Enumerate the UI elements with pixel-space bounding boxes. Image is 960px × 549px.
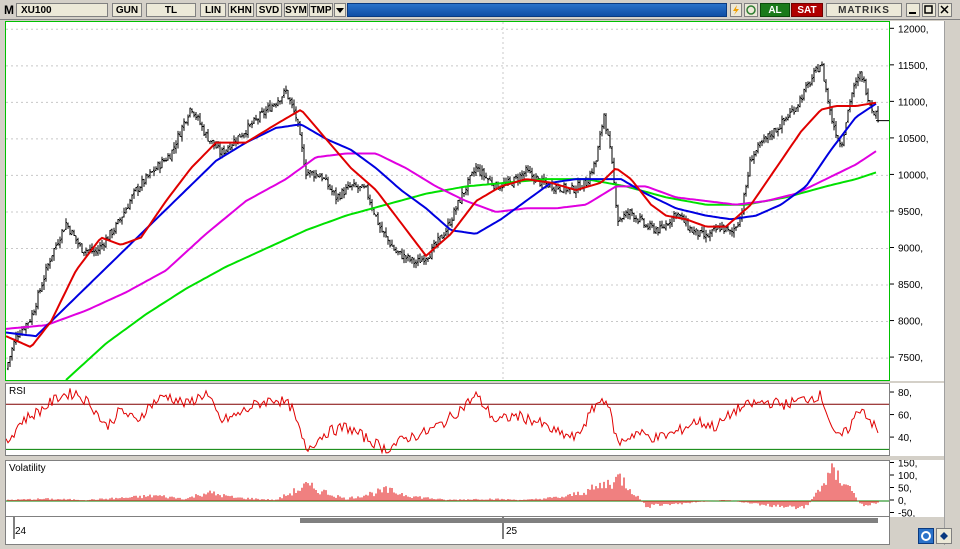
menu-m-label[interactable]: M: [2, 3, 16, 17]
volatility-chart: [6, 463, 889, 510]
price-axis-label: 9000,: [898, 243, 923, 254]
volatility-axis-label: 0,: [898, 496, 906, 507]
refresh-icon[interactable]: [744, 3, 758, 17]
price-grid: [6, 22, 889, 380]
price-axis-label: 10500,: [898, 134, 929, 145]
price-pane[interactable]: [5, 21, 890, 381]
volatility-title: Volatility: [9, 463, 46, 474]
volatility-bars: [7, 463, 879, 510]
volatility-axis-label: -50,: [898, 509, 915, 518]
time-label-24: 24: [15, 526, 27, 537]
time-axis: 24 25: [5, 517, 890, 545]
svd-button[interactable]: SVD: [256, 3, 282, 17]
volatility-axis-label: 50,: [898, 484, 912, 495]
symbol-field[interactable]: XU100: [16, 3, 108, 17]
scale-button[interactable]: LIN: [200, 3, 226, 17]
ma-fast-line: [6, 101, 877, 348]
time-label-25: 25: [506, 526, 518, 537]
ma-slow-line: [6, 150, 877, 330]
settings-button[interactable]: [918, 528, 934, 544]
close-icon: [940, 5, 949, 14]
price-axis-label: 8500,: [898, 280, 923, 291]
rsi-axis-label: 60,: [898, 411, 912, 422]
maximize-icon: [924, 5, 933, 14]
volatility-axis-label: 150,: [898, 460, 917, 470]
buy-button[interactable]: AL: [760, 3, 790, 17]
minimize-button[interactable]: [906, 3, 920, 17]
price-axis-ticks: 12000, 11500, 11000, 10500, 10000, 9500, 9000,…: [890, 24, 929, 364]
price-axis-label: 10000,: [898, 170, 929, 181]
lightning-icon[interactable]: [730, 3, 742, 17]
rsi-axis-label: 40,: [898, 433, 912, 444]
sym-button[interactable]: SYM: [284, 3, 308, 17]
vertical-scrollbar[interactable]: [944, 21, 956, 545]
price-axis-label: 8000,: [898, 317, 923, 328]
price-axis-label: 11500,: [898, 61, 928, 72]
rsi-axis: 80, 60, 40,: [890, 383, 944, 456]
time-axis-ticks: [13, 517, 878, 539]
minimize-icon: [909, 12, 916, 14]
currency-button[interactable]: TL: [146, 3, 196, 17]
rsi-chart: [6, 388, 889, 455]
gear-icon: [921, 531, 931, 541]
price-axis-label: 11000,: [898, 97, 928, 108]
tmp-button[interactable]: TMP: [309, 3, 333, 17]
volatility-axis: 150, 100, 50, 0, -50,: [890, 459, 944, 520]
chevron-down-icon: [336, 8, 344, 13]
price-chart: [6, 22, 889, 380]
khn-button[interactable]: KHN: [228, 3, 254, 17]
volatility-pane[interactable]: Volatility: [5, 460, 890, 517]
price-axis: 12000, 11500, 11000, 10500, 10000, 9500, 9000,…: [890, 21, 944, 381]
rsi-title: RSI: [9, 386, 26, 397]
tmp-dropdown-icon[interactable]: [334, 3, 346, 17]
time-axis-minor-ticks: [300, 518, 878, 523]
maximize-button[interactable]: [922, 3, 936, 17]
close-button[interactable]: [938, 3, 952, 17]
rsi-axis-ticks: 80, 60, 40,: [890, 388, 912, 444]
volatility-axis-label: 100,: [898, 471, 917, 482]
period-button[interactable]: GUN: [112, 3, 142, 17]
volatility-axis-ticks: 150,100, 50,0, -50,: [890, 459, 917, 520]
rsi-axis-label: 80,: [898, 388, 912, 399]
rsi-line: [6, 388, 879, 455]
nav-button[interactable]: [936, 528, 952, 544]
brand-logo: MATRIKS: [826, 3, 902, 17]
arrows-icon: [940, 532, 948, 540]
price-axis-label: 12000,: [898, 24, 929, 35]
rsi-pane[interactable]: RSI: [5, 383, 890, 456]
sell-button[interactable]: SAT: [791, 3, 823, 17]
chart-toolbar: M XU100 GUN TL LIN KHN SVD SYM TMP AL SA…: [0, 0, 960, 20]
price-axis-label: 7500,: [898, 353, 923, 364]
price-axis-label: 9500,: [898, 207, 923, 218]
title-bar[interactable]: [347, 3, 727, 17]
